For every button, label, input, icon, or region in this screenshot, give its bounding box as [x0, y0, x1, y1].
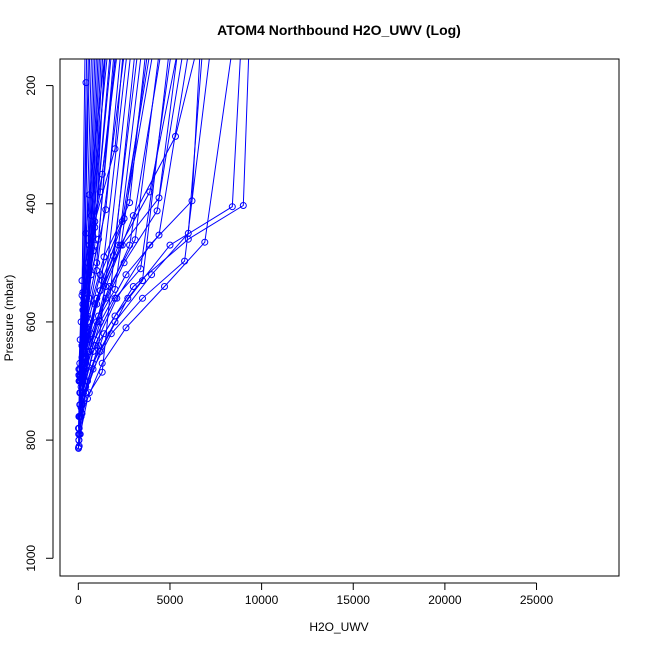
data-point: [93, 259, 101, 267]
data-point: [109, 252, 117, 260]
data-point: [153, 207, 161, 215]
data-point: [181, 257, 189, 265]
data-point: [111, 285, 119, 293]
profile-line-3: [78, 59, 250, 435]
data-point: [100, 330, 108, 338]
y-tick-label: 1000: [24, 545, 38, 572]
data-point: [118, 241, 126, 249]
data-point: [155, 231, 163, 239]
data-point: [122, 271, 130, 279]
profile-line-21: [83, 59, 138, 352]
data-point: [228, 203, 236, 211]
y-tick-label: 800: [24, 430, 38, 450]
y-axis-label: Pressure (mbar): [2, 275, 16, 362]
data-point: [139, 277, 146, 285]
axes-layer: 0 5000 10000 15000 20000 25000 200 400 600 800 100…: [24, 75, 554, 607]
x-tick-label: 5000: [157, 593, 184, 607]
data-point: [188, 197, 196, 205]
x-axis-label: H2O_UWV: [309, 620, 368, 634]
data-point: [148, 271, 156, 279]
data-point: [75, 444, 82, 452]
x-tick-label: 15000: [337, 593, 371, 607]
data-point: [79, 300, 87, 308]
profile-line-14: [79, 59, 161, 405]
data-point: [93, 267, 101, 274]
y-tick-label: 600: [24, 312, 38, 332]
profiles-layer: [75, 59, 250, 452]
x-tick-label: 0: [75, 593, 82, 607]
profile-line-48: [78, 59, 89, 429]
data-point: [122, 324, 130, 332]
data-point: [126, 199, 134, 207]
chart-title: ATOM4 Northbound H2O_UWV (Log): [217, 22, 461, 38]
profile-line-10: [83, 59, 177, 364]
data-point: [76, 359, 84, 367]
data-point: [78, 291, 86, 299]
data-point: [98, 359, 106, 367]
data-point: [95, 342, 102, 350]
data-point: [93, 318, 101, 326]
data-point: [111, 294, 119, 302]
data-point: [184, 229, 192, 237]
data-point: [239, 202, 247, 209]
data-point: [96, 287, 104, 295]
x-tick-label: 10000: [245, 593, 279, 607]
data-point: [102, 206, 110, 214]
data-point: [131, 236, 139, 244]
profile-line-18: [85, 59, 148, 358]
data-point: [75, 424, 82, 432]
plot-frame: [59, 58, 620, 577]
x-tick-label: 25000: [520, 593, 554, 607]
data-point: [155, 194, 163, 202]
profile-line-13: [81, 59, 169, 393]
data-point: [111, 312, 119, 320]
data-point: [91, 300, 99, 308]
y-tick-label: 400: [24, 193, 38, 213]
x-tick-label: 20000: [428, 593, 462, 607]
data-point: [161, 283, 168, 290]
data-point: [85, 389, 93, 397]
data-point: [129, 283, 137, 290]
data-point: [201, 238, 209, 246]
data-point: [166, 241, 174, 249]
data-point: [98, 368, 106, 376]
data-point: [91, 336, 99, 344]
data-point: [139, 294, 146, 302]
profile-line-22: [80, 59, 135, 417]
data-point: [106, 283, 113, 290]
y-tick-label: 200: [24, 75, 38, 95]
profile-line-50: [78, 59, 86, 429]
